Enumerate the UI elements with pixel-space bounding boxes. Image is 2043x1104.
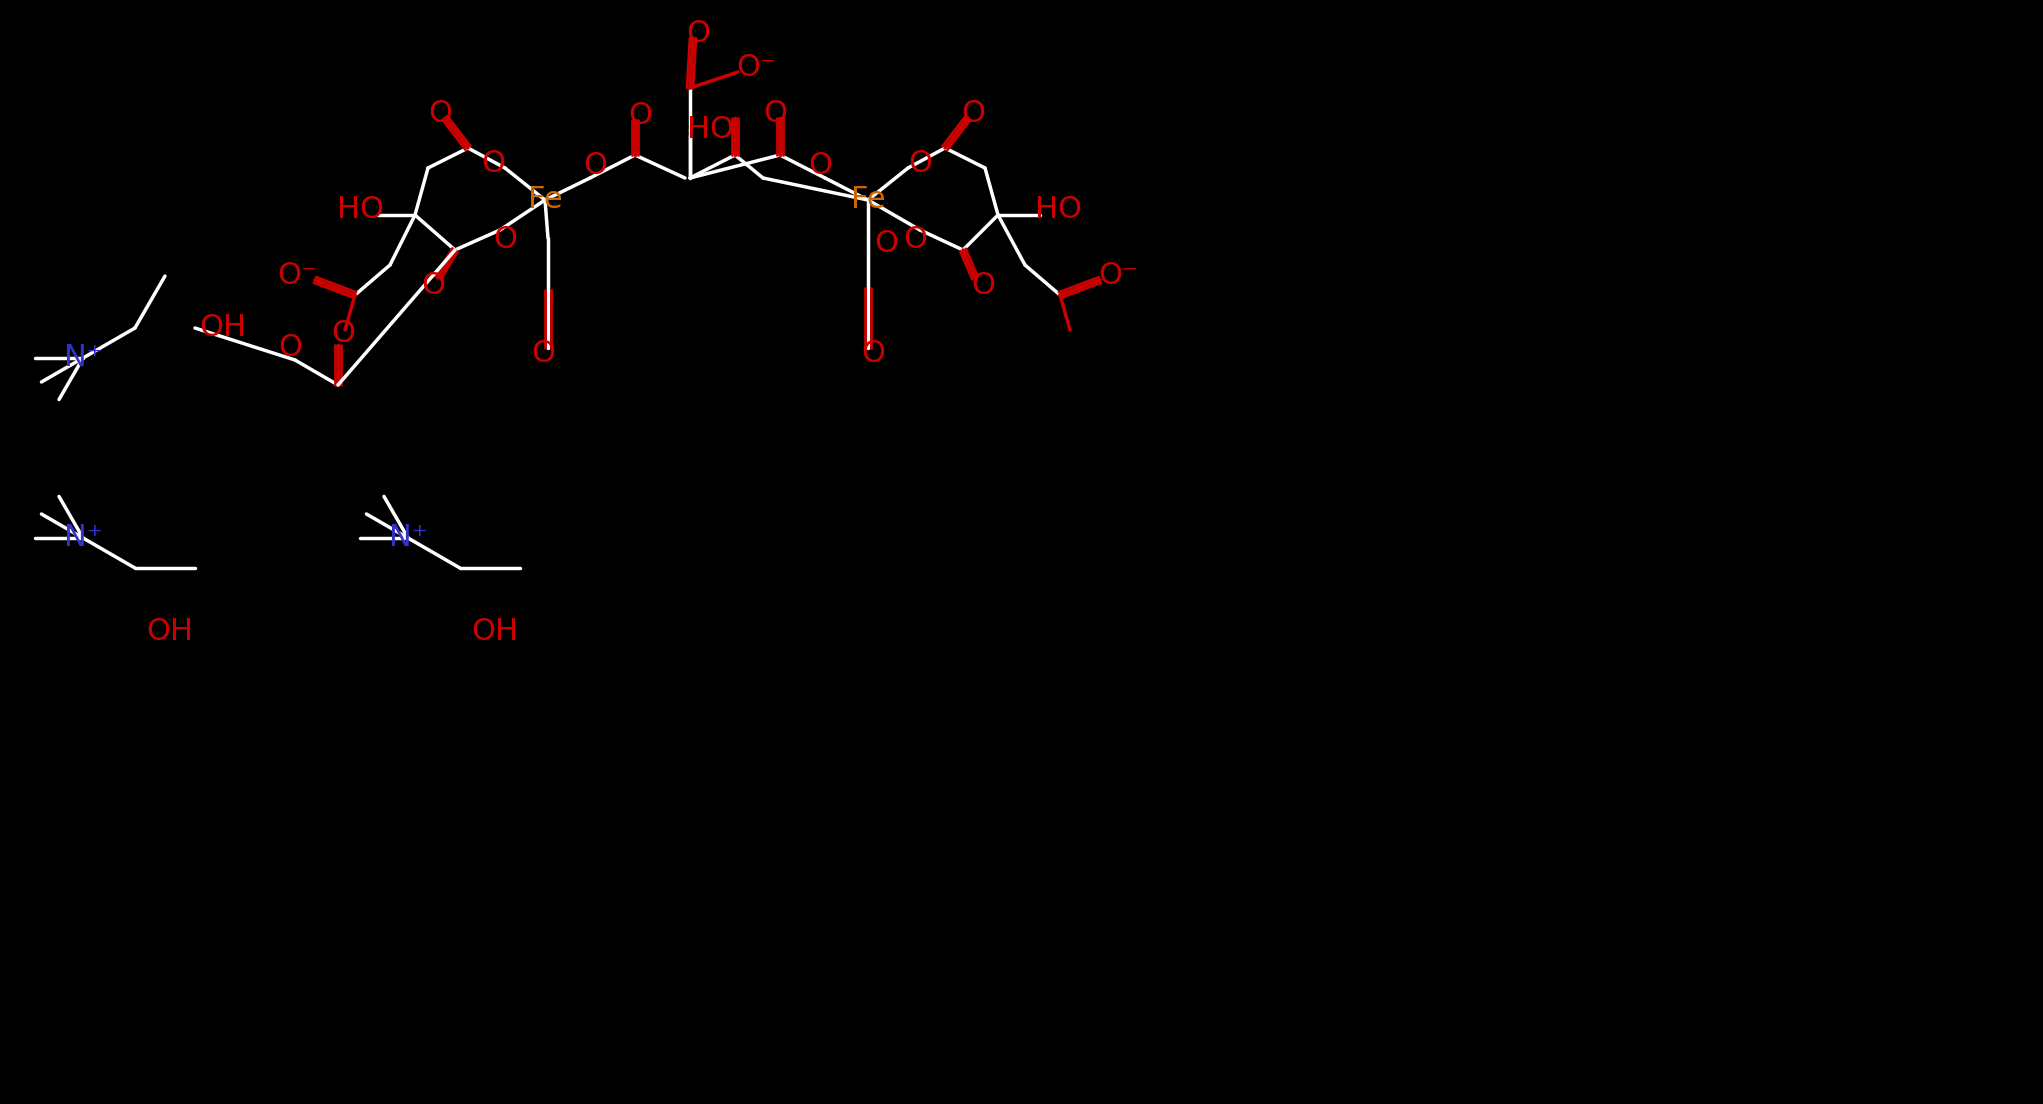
Text: OH: OH: [200, 314, 247, 342]
Text: O: O: [331, 318, 355, 348]
Text: O⁻: O⁻: [735, 53, 776, 82]
Text: HO: HO: [337, 195, 384, 224]
Text: O: O: [860, 339, 885, 368]
Text: O: O: [480, 149, 505, 178]
Text: HO: HO: [686, 116, 733, 145]
Text: O⁻: O⁻: [1097, 261, 1138, 289]
Text: O⁻: O⁻: [278, 261, 317, 289]
Text: O: O: [686, 19, 711, 47]
Text: O: O: [627, 100, 652, 129]
Text: OH: OH: [147, 617, 194, 647]
Text: O: O: [421, 272, 445, 300]
Text: HO: HO: [1034, 195, 1081, 224]
Text: Fe: Fe: [850, 185, 885, 214]
Text: N⁺: N⁺: [388, 523, 427, 552]
Text: O: O: [960, 98, 985, 127]
Text: O: O: [492, 225, 517, 255]
Text: O: O: [907, 149, 932, 178]
Text: O: O: [762, 98, 787, 127]
Text: N⁺: N⁺: [63, 523, 102, 552]
Text: O: O: [278, 333, 302, 362]
Text: N⁺: N⁺: [63, 343, 102, 372]
Text: O: O: [970, 272, 995, 300]
Text: O: O: [427, 98, 452, 127]
Text: O: O: [903, 225, 928, 255]
Text: O: O: [582, 151, 607, 180]
Text: Fe: Fe: [527, 185, 562, 214]
Text: O: O: [874, 229, 899, 257]
Text: O: O: [531, 339, 556, 368]
Text: OH: OH: [472, 617, 519, 647]
Text: O: O: [807, 151, 832, 180]
